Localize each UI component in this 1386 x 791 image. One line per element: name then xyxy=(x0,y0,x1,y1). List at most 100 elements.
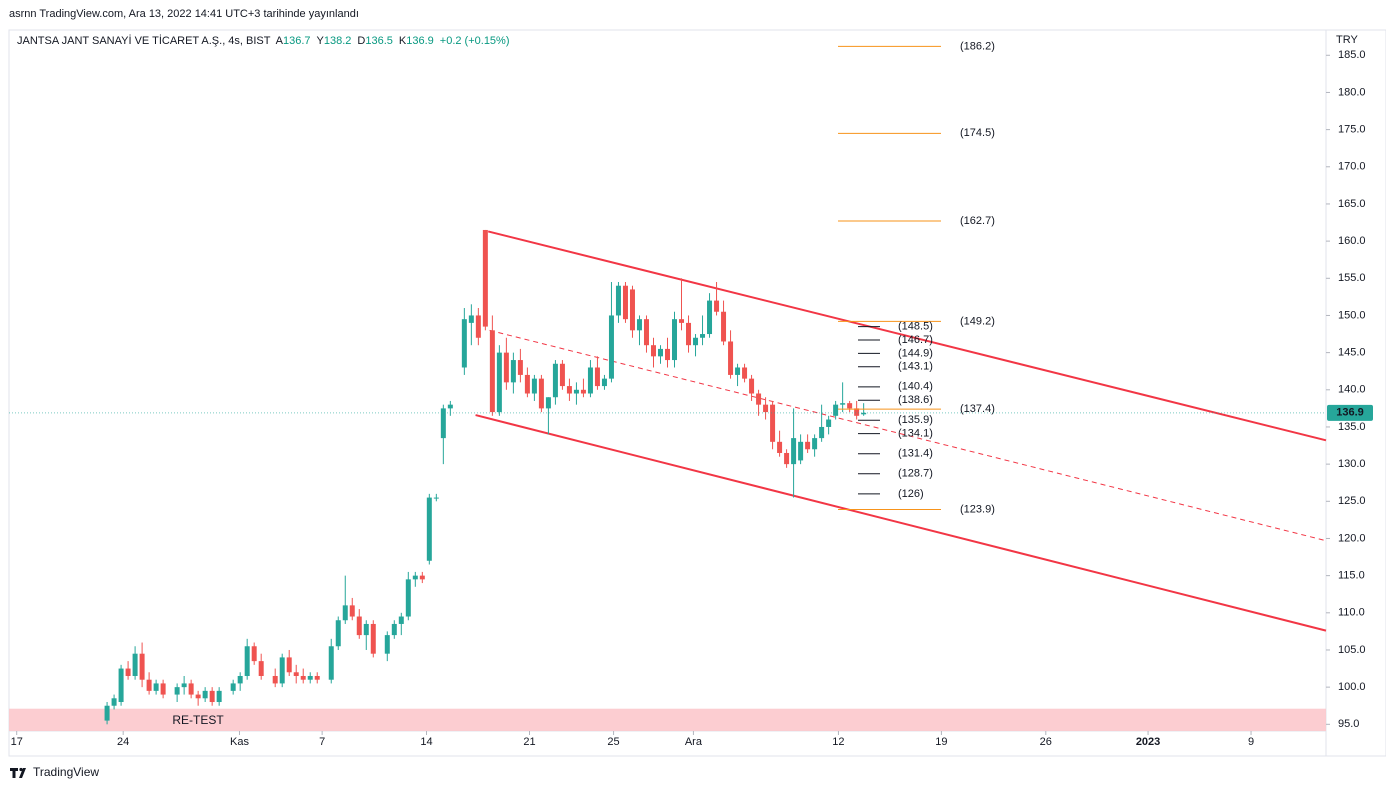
candle-body xyxy=(657,348,663,357)
candle-body xyxy=(629,289,635,331)
last-price-tag xyxy=(1327,404,1373,421)
trendline xyxy=(475,414,1327,632)
candle-body xyxy=(756,393,762,405)
x-tick-label: 21 xyxy=(523,736,535,748)
candle-body xyxy=(840,403,846,405)
candle-body xyxy=(615,285,621,316)
x-tick-label: 9 xyxy=(1248,736,1254,748)
level-label: (186.2) xyxy=(960,40,995,52)
y-tick-label: 175.0 xyxy=(1338,124,1366,136)
candle-body xyxy=(770,404,776,442)
level-label: (174.5) xyxy=(960,127,995,139)
y-tick-label: 130.0 xyxy=(1338,458,1366,470)
candle-body xyxy=(728,341,734,375)
legend-text: K xyxy=(399,35,407,47)
candle-body xyxy=(433,497,439,499)
candle-body xyxy=(559,363,565,387)
y-tick-label: 100.0 xyxy=(1338,681,1366,693)
level-label: (162.7) xyxy=(960,215,995,227)
candle-body xyxy=(475,315,481,338)
candle-body xyxy=(573,389,579,394)
minor-level-label: (138.6) xyxy=(898,394,933,406)
candle-body xyxy=(693,337,699,346)
minor-level-label: (131.4) xyxy=(898,448,933,460)
candle-body xyxy=(665,348,670,361)
candle-body xyxy=(531,378,537,394)
candle-body xyxy=(125,668,131,676)
candle-body xyxy=(104,705,110,721)
x-tick-label: Ara xyxy=(685,736,703,748)
candle-body xyxy=(489,330,495,413)
x-tick-label: 26 xyxy=(1040,736,1052,748)
x-tick-label: 25 xyxy=(607,736,619,748)
candle-body xyxy=(819,426,825,439)
candle-body xyxy=(538,378,544,409)
x-tick-label: 12 xyxy=(832,736,844,748)
candle-body xyxy=(861,412,867,415)
minor-level-label: (134.1) xyxy=(898,428,933,440)
y-tick-label: 185.0 xyxy=(1338,49,1366,61)
candle-body xyxy=(826,419,832,427)
candle-body xyxy=(854,408,860,416)
y-tick-label: 135.0 xyxy=(1338,421,1366,433)
candle-body xyxy=(300,675,306,680)
legend-text: 138.2 xyxy=(324,35,352,47)
legend-text: 136.7 xyxy=(283,35,311,47)
candle-body xyxy=(643,319,649,346)
legend-text: JANTSA JANT SANAYİ VE TİCARET A.Ş., 4s, … xyxy=(17,34,271,47)
y-tick-label: 95.0 xyxy=(1338,718,1359,730)
y-tick-label: 155.0 xyxy=(1338,272,1366,284)
candle-body xyxy=(833,404,839,416)
x-tick-label: Kas xyxy=(230,736,249,748)
y-tick-label: 145.0 xyxy=(1338,347,1366,359)
legend-text: A xyxy=(276,35,284,47)
chart-frame xyxy=(8,29,1386,757)
legend-text: 136.9 xyxy=(406,35,434,47)
candle-body xyxy=(714,300,720,312)
legend-text: D xyxy=(357,35,365,47)
candle-body xyxy=(356,616,362,636)
x-tick-label: 19 xyxy=(935,736,947,748)
candle-body xyxy=(160,683,166,695)
candle-body xyxy=(847,403,853,409)
candle-body xyxy=(181,683,187,688)
candle-body xyxy=(566,386,572,394)
candle-body xyxy=(482,229,488,327)
candle-body xyxy=(510,360,516,383)
y-tick-label: 110.0 xyxy=(1338,607,1365,619)
tradingview-logo xyxy=(10,767,26,778)
y-tick-label: 115.0 xyxy=(1338,570,1365,582)
x-tick-label: 2023 xyxy=(1136,736,1160,748)
candle-body xyxy=(174,687,180,695)
candle-body xyxy=(391,623,397,636)
candle-body xyxy=(805,441,811,450)
brand: TradingView xyxy=(33,765,99,779)
candle-body xyxy=(784,452,790,465)
candle-body xyxy=(258,661,264,676)
candle-body xyxy=(545,397,551,409)
candle-body xyxy=(496,352,502,413)
candle-body xyxy=(721,311,727,342)
candle-body xyxy=(440,408,446,439)
candle-body xyxy=(251,646,257,662)
candle-body xyxy=(707,300,713,335)
candle-body xyxy=(370,623,376,654)
candle-body xyxy=(314,675,320,680)
x-tick-label: 14 xyxy=(420,736,432,748)
candle-body xyxy=(636,319,642,331)
trendline xyxy=(487,230,1327,442)
y-tick-label: 140.0 xyxy=(1338,384,1366,396)
candle-body xyxy=(461,319,467,368)
candle-body xyxy=(230,683,236,691)
symbol-legend: JANTSA JANT SANAYİ VE TİCARET A.Ş., 4s, … xyxy=(17,34,510,47)
candle-body xyxy=(307,675,313,680)
y-tick-label: 170.0 xyxy=(1338,161,1366,173)
candle-body xyxy=(398,616,404,624)
y-tick-label: 160.0 xyxy=(1338,235,1366,247)
candle-body xyxy=(216,690,222,703)
candle-body xyxy=(286,657,292,673)
candle-body xyxy=(328,646,334,680)
level-label: (137.4) xyxy=(960,403,995,415)
zone xyxy=(9,708,1326,731)
candle-body xyxy=(132,653,138,676)
